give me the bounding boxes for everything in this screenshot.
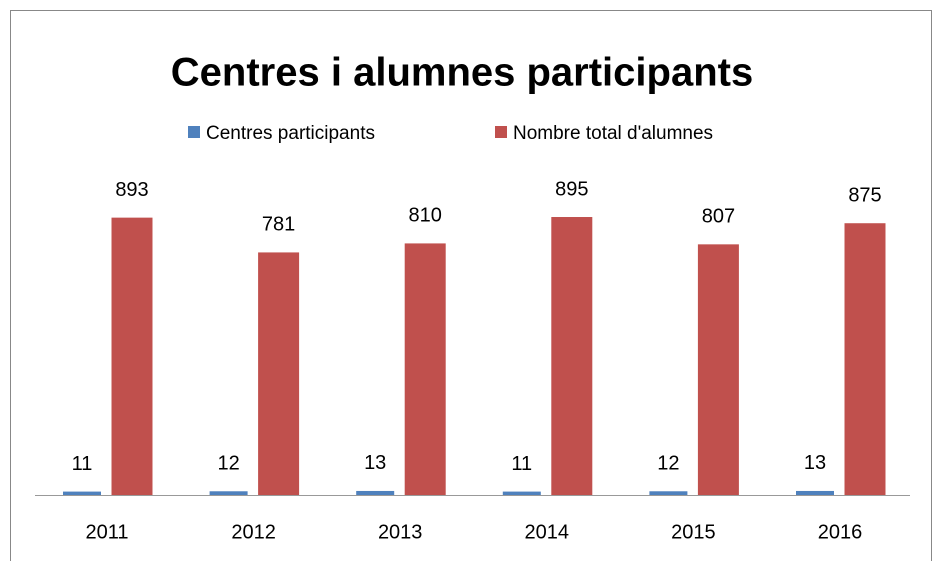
bar: [258, 252, 300, 495]
bar: [844, 223, 886, 495]
bar: [649, 491, 688, 495]
data-label: 12: [217, 453, 239, 475]
data-label: 13: [364, 452, 386, 474]
bar: [111, 217, 153, 495]
data-label: 11: [511, 453, 532, 475]
bar: [404, 243, 446, 495]
bar: [697, 244, 739, 495]
data-label: 807: [702, 206, 735, 228]
data-label: 781: [262, 214, 295, 236]
data-label: 895: [555, 178, 588, 200]
bar: [209, 491, 248, 495]
legend-label: Nombre total d'alumnes: [513, 123, 713, 144]
x-tick-label: 2016: [818, 521, 863, 543]
legend-label: Centres participants: [206, 123, 375, 144]
data-label: 810: [409, 205, 442, 227]
x-tick-label: 2011: [85, 521, 128, 543]
chart-frame: [10, 10, 932, 561]
x-tick-label: 2015: [671, 521, 716, 543]
bar: [502, 491, 541, 495]
x-tick-label: 2013: [378, 521, 423, 543]
x-tick-label: 2012: [231, 521, 276, 543]
data-label: 11: [72, 453, 93, 475]
data-label: 893: [115, 179, 148, 201]
x-tick-label: 2014: [525, 521, 570, 543]
data-label: 12: [657, 453, 679, 475]
legend-swatch: [188, 126, 200, 138]
chart-title: Centres i alumnes participants: [171, 51, 753, 95]
data-label: 13: [804, 452, 826, 474]
bar: [796, 490, 834, 495]
bar: [63, 491, 101, 495]
bar: [356, 490, 395, 495]
legend-swatch: [495, 126, 507, 138]
bar: [551, 217, 593, 495]
data-label: 875: [848, 185, 881, 207]
